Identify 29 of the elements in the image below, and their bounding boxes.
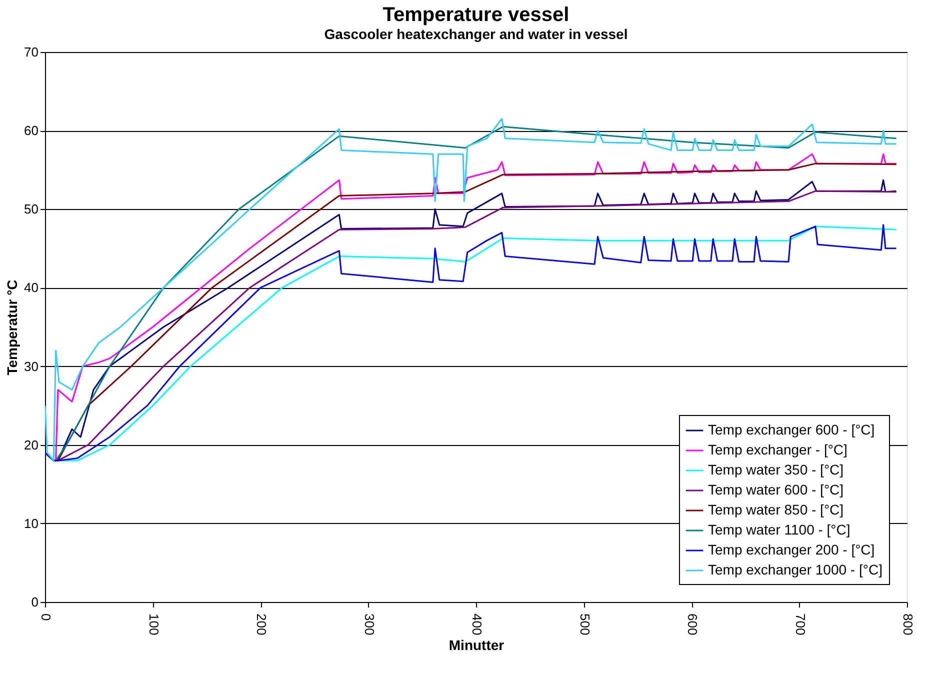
x-tick-label: 800 xyxy=(900,614,916,636)
x-axis-title: Minutter xyxy=(448,637,505,654)
x-tick-label: 500 xyxy=(577,614,592,636)
y-tick-label: 60 xyxy=(24,123,38,138)
legend-label: Temp water 350 - [°C] xyxy=(708,462,844,478)
y-axis-title: Temperatur °C xyxy=(4,280,20,376)
legend-label: Temp exchanger 600 - [°C] xyxy=(708,422,875,438)
legend-label: Temp exchanger 200 - [°C] xyxy=(708,542,875,558)
x-tick-label: 100 xyxy=(146,614,162,636)
y-tick-label: 30 xyxy=(24,358,38,374)
chart-subtitle: Gascooler heatexchanger and water in vessel xyxy=(324,26,628,42)
legend-label: Temp exchanger - [°C] xyxy=(708,442,848,458)
y-tick-label: 40 xyxy=(24,280,38,296)
x-tick-label: 600 xyxy=(685,614,700,636)
x-tick-label: 200 xyxy=(254,614,269,636)
legend-label: Temp exchanger 1000 - [°C] xyxy=(708,562,882,578)
x-tick-label: 700 xyxy=(792,614,808,636)
x-tick-label: 300 xyxy=(362,614,377,636)
y-tick-label: 0 xyxy=(31,594,38,610)
legend-label: Temp water 1100 - [°C] xyxy=(708,522,850,538)
y-tick-label: 20 xyxy=(24,437,38,452)
legend-label: Temp water 600 - [°C] xyxy=(708,482,844,498)
y-tick-label: 70 xyxy=(24,44,38,60)
x-tick-label: 0 xyxy=(38,614,54,621)
y-tick-label: 50 xyxy=(24,202,38,217)
legend-label: Temp water 850 - [°C] xyxy=(708,502,844,518)
chart-title: Temperature vessel xyxy=(382,4,570,26)
y-tick-label: 10 xyxy=(24,516,38,531)
x-tick-label: 400 xyxy=(470,614,484,636)
